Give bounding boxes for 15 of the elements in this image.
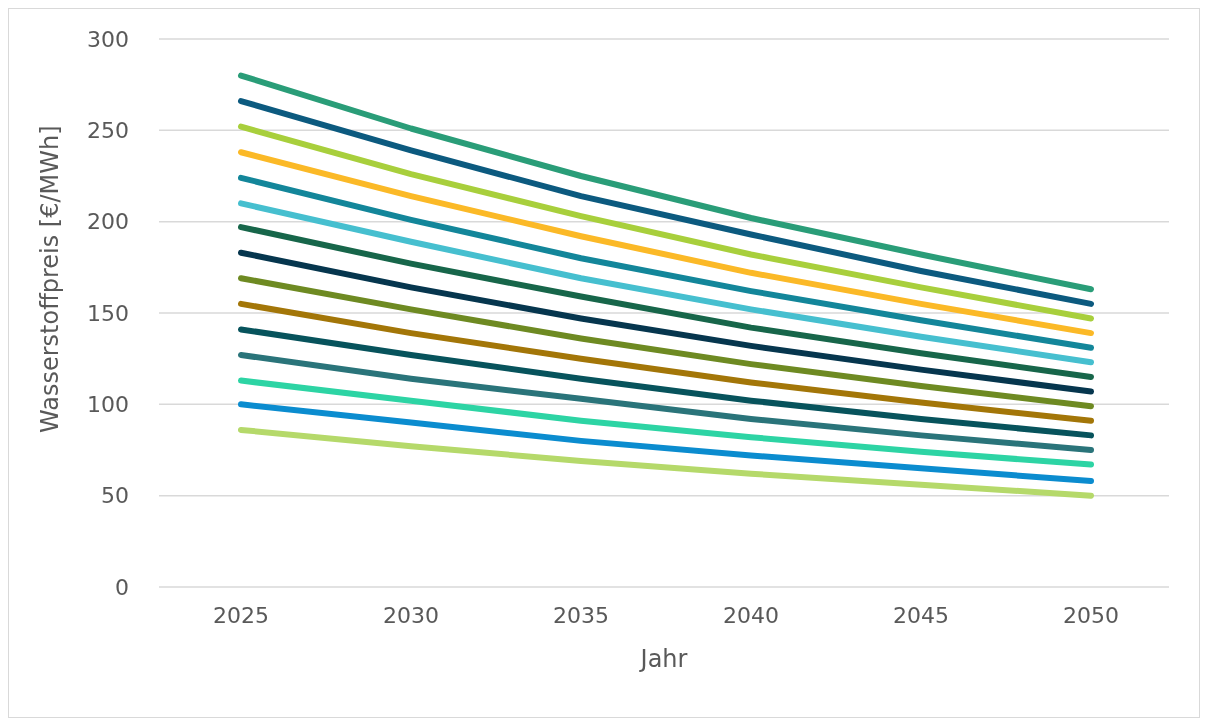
x-tick-label: 2045 [893, 602, 949, 628]
x-tick-label: 2030 [383, 602, 439, 628]
x-axis-title: Jahr [638, 645, 688, 673]
x-tick-label: 2050 [1063, 602, 1119, 628]
y-tick-label: 50 [101, 483, 129, 509]
y-tick-label: 200 [87, 209, 129, 235]
y-axis-title: Wasserstoffpreis [€/MWh] [35, 125, 64, 433]
y-tick-label: 150 [87, 300, 129, 326]
y-tick-label: 300 [87, 26, 129, 52]
x-tick-label: 2040 [723, 602, 779, 628]
x-tick-label: 2035 [553, 602, 609, 628]
x-tick-label: 2025 [213, 602, 269, 628]
y-tick-label: 250 [87, 118, 129, 144]
y-tick-label: 100 [87, 392, 129, 418]
y-tick-label: 0 [115, 574, 129, 600]
